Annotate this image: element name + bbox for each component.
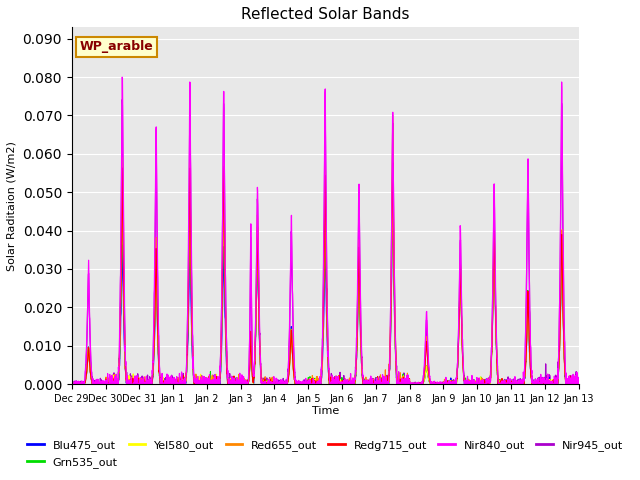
Red655_out [536, 381, 543, 387]
Redg715_out [505, 377, 513, 383]
Nir840_out [68, 381, 76, 387]
Line: Redg715_out: Redg715_out [72, 163, 612, 384]
Red655_out [122, 367, 129, 372]
Yel580_out [186, 163, 194, 168]
Blu475_out [68, 381, 76, 387]
Redg715_out [536, 379, 543, 384]
Nir840_out [609, 378, 616, 384]
Nir840_out [505, 379, 513, 385]
Red655_out [505, 377, 513, 383]
Line: Red655_out: Red655_out [72, 115, 612, 384]
Redg715_out [239, 381, 246, 387]
Nir840_out [601, 377, 609, 383]
Nir945_out [585, 88, 593, 94]
Red655_out [601, 380, 609, 386]
Nir840_out [536, 381, 543, 387]
Text: WP_arable: WP_arable [79, 40, 153, 53]
Grn535_out [536, 381, 543, 387]
Red655_out [239, 381, 246, 387]
Line: Blu475_out: Blu475_out [72, 197, 612, 384]
Nir945_out [374, 381, 382, 387]
Blu475_out [389, 194, 397, 200]
Yel580_out [68, 381, 76, 387]
Nir840_out [122, 360, 130, 366]
Nir840_out [585, 62, 593, 68]
Blu475_out [536, 380, 543, 386]
Nir945_out [536, 374, 543, 380]
Yel580_out [239, 381, 246, 387]
Redg715_out [68, 381, 76, 387]
Grn535_out [321, 179, 329, 184]
Grn535_out [505, 381, 513, 387]
Nir945_out [609, 376, 616, 382]
Red655_out [374, 381, 382, 387]
Grn535_out [68, 381, 76, 387]
Blu475_out [122, 375, 130, 381]
Nir945_out [68, 378, 76, 384]
Nir840_out [374, 381, 382, 387]
Yel580_out [505, 381, 513, 387]
Nir945_out [122, 365, 130, 371]
Nir945_out [601, 381, 609, 387]
Nir945_out [239, 376, 246, 382]
X-axis label: Time: Time [312, 407, 339, 417]
Redg715_out [68, 381, 76, 386]
Yel580_out [68, 381, 76, 386]
Red655_out [68, 381, 76, 387]
Red655_out [388, 112, 396, 118]
Redg715_out [374, 381, 382, 387]
Blu475_out [374, 381, 382, 387]
Nir945_out [68, 381, 76, 387]
Line: Grn535_out: Grn535_out [72, 181, 612, 384]
Nir840_out [68, 379, 76, 384]
Line: Nir840_out: Nir840_out [72, 65, 612, 384]
Grn535_out [609, 380, 616, 386]
Grn535_out [601, 381, 609, 387]
Redg715_out [389, 160, 397, 166]
Nir945_out [505, 381, 513, 387]
Yel580_out [122, 374, 130, 380]
Line: Yel580_out: Yel580_out [72, 166, 612, 384]
Nir840_out [239, 380, 246, 385]
Grn535_out [375, 381, 383, 387]
Title: Reflected Solar Bands: Reflected Solar Bands [241, 7, 410, 22]
Legend: Blu475_out, Grn535_out, Yel580_out, Red655_out, Redg715_out, Nir840_out, Nir945_: Blu475_out, Grn535_out, Yel580_out, Red6… [22, 436, 628, 472]
Blu475_out [239, 381, 246, 387]
Grn535_out [239, 380, 246, 386]
Red655_out [609, 378, 616, 384]
Blu475_out [68, 381, 76, 386]
Grn535_out [122, 374, 130, 380]
Grn535_out [68, 380, 76, 386]
Line: Nir945_out: Nir945_out [72, 91, 612, 384]
Blu475_out [601, 381, 609, 387]
Yel580_out [375, 379, 383, 384]
Redg715_out [122, 374, 130, 380]
Yel580_out [609, 378, 616, 384]
Redg715_out [609, 381, 616, 387]
Yel580_out [601, 381, 609, 386]
Y-axis label: Solar Raditaion (W/m2): Solar Raditaion (W/m2) [7, 141, 17, 271]
Blu475_out [505, 381, 513, 387]
Redg715_out [601, 381, 609, 387]
Blu475_out [609, 381, 616, 386]
Yel580_out [536, 381, 543, 387]
